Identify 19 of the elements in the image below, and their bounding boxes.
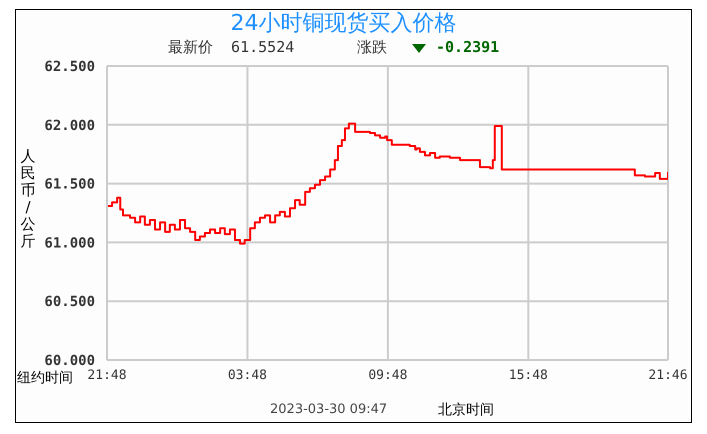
x-tick-label: 21:48 xyxy=(87,368,127,384)
x-tick-label: 03:48 xyxy=(228,368,268,384)
y-tick-label: 62.000 xyxy=(44,118,95,134)
text: -0.2391 xyxy=(436,38,500,56)
text: 涨跌 xyxy=(357,38,387,57)
x-axis-title: 纽约时间 xyxy=(17,369,73,387)
y-axis-title: 人民币/公斤 xyxy=(20,147,36,250)
y-tick-label: 60.000 xyxy=(44,352,95,369)
x-tick-label: 09:48 xyxy=(368,368,408,384)
y-tick-label: 61.000 xyxy=(44,235,95,252)
x-tick-label: 15:48 xyxy=(508,368,548,384)
y-tick-label: 62.500 xyxy=(44,58,95,75)
chart-subtitle: 最新价 61.5524 xyxy=(168,38,294,57)
y-tick-label: 60.500 xyxy=(44,294,95,310)
x-tick-label: 21:46 xyxy=(648,368,688,384)
y-tick-label: 61.500 xyxy=(44,176,95,193)
text: 2023-03-30 09:47 xyxy=(270,402,388,417)
chart-title: 24小时铜现货买入价格 xyxy=(230,10,458,38)
text: 北京时间 xyxy=(438,401,494,419)
